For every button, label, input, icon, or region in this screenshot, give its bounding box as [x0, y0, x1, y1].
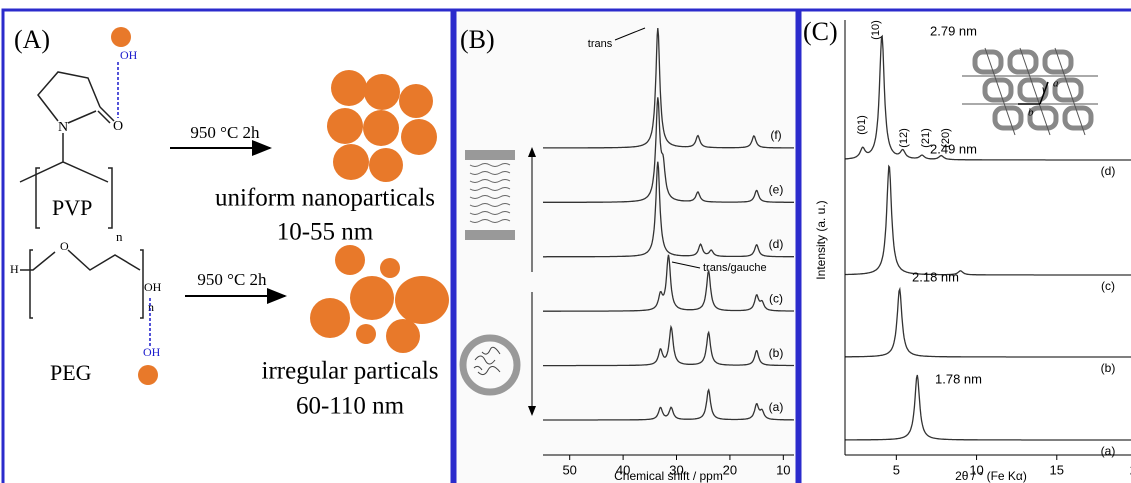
- trace-label: (b): [769, 346, 784, 360]
- trace-label: (a): [1101, 444, 1116, 458]
- trace-label: (d): [769, 237, 784, 251]
- annotation: trans: [588, 38, 613, 50]
- panel-b-bg: [455, 10, 797, 483]
- x-axis-label: 2θ / ° (Fe Kα): [955, 469, 1027, 483]
- condition: 950 °C 2h: [190, 123, 260, 142]
- reflection: (01): [856, 115, 868, 135]
- atom-label: OH: [144, 280, 162, 294]
- subscript: n: [116, 229, 123, 244]
- atom-label: O: [60, 239, 69, 253]
- x-tick-label: 20: [723, 462, 737, 477]
- trace-label: (a): [769, 400, 784, 414]
- reflection: (10): [870, 20, 882, 40]
- inset-label: b: [1028, 107, 1034, 119]
- trace-label: (e): [769, 183, 784, 197]
- reflection: (21): [920, 128, 932, 148]
- size: 60-110 nm: [296, 393, 405, 420]
- lattice-inset: [960, 45, 1100, 135]
- trace-label: (c): [1101, 279, 1115, 293]
- reflection: (20): [940, 128, 952, 148]
- reflection: (12): [898, 128, 910, 148]
- d-spacing: 2.49 nm: [930, 141, 977, 156]
- result: uniform nanoparticals: [215, 185, 435, 212]
- panel-label: (C): [803, 17, 838, 46]
- trace-label: (f): [770, 128, 781, 142]
- d-spacing: 2.79 nm: [930, 23, 977, 38]
- y-axis-label: Intensity (a. u.): [814, 200, 828, 279]
- condition: 950 °C 2h: [197, 270, 267, 289]
- panel-label: (B): [460, 25, 495, 54]
- atom-label: O: [113, 119, 123, 134]
- atom-label: H: [10, 262, 19, 276]
- atom-label: N: [58, 120, 68, 135]
- atom-label: OH: [120, 48, 138, 62]
- d-spacing: 2.18 nm: [912, 269, 959, 284]
- x-axis-label: Chemical shift / ppm: [614, 469, 723, 483]
- result: irregular particals: [262, 358, 439, 385]
- atom-label: OH: [143, 345, 161, 359]
- x-tick-label: 15: [1050, 462, 1064, 477]
- trace-label: (c): [769, 291, 783, 305]
- x-tick-label: 10: [776, 462, 790, 477]
- particle: [138, 365, 158, 385]
- subscript: n: [148, 300, 154, 314]
- x-tick-label: 50: [562, 462, 576, 477]
- page: (A) OH N O PVP n 950 °C 2h uniform nanop…: [0, 0, 1131, 483]
- inset-label: γ: [1042, 84, 1047, 96]
- figure: (A) OH N O PVP n 950 °C 2h uniform nanop…: [0, 0, 1131, 483]
- polymer-name: PVP: [52, 195, 92, 220]
- annotation: trans/gauche: [703, 262, 767, 274]
- panel-label: (A): [14, 25, 50, 54]
- inset-label: a: [1053, 78, 1059, 90]
- d-spacing: 1.78 nm: [935, 371, 982, 386]
- trace-label: (d): [1101, 164, 1116, 178]
- trace-label: (b): [1101, 361, 1116, 375]
- polymer-name: PEG: [50, 360, 92, 385]
- size: 10-55 nm: [277, 219, 374, 246]
- x-tick-label: 5: [893, 462, 900, 477]
- particle: [111, 27, 131, 47]
